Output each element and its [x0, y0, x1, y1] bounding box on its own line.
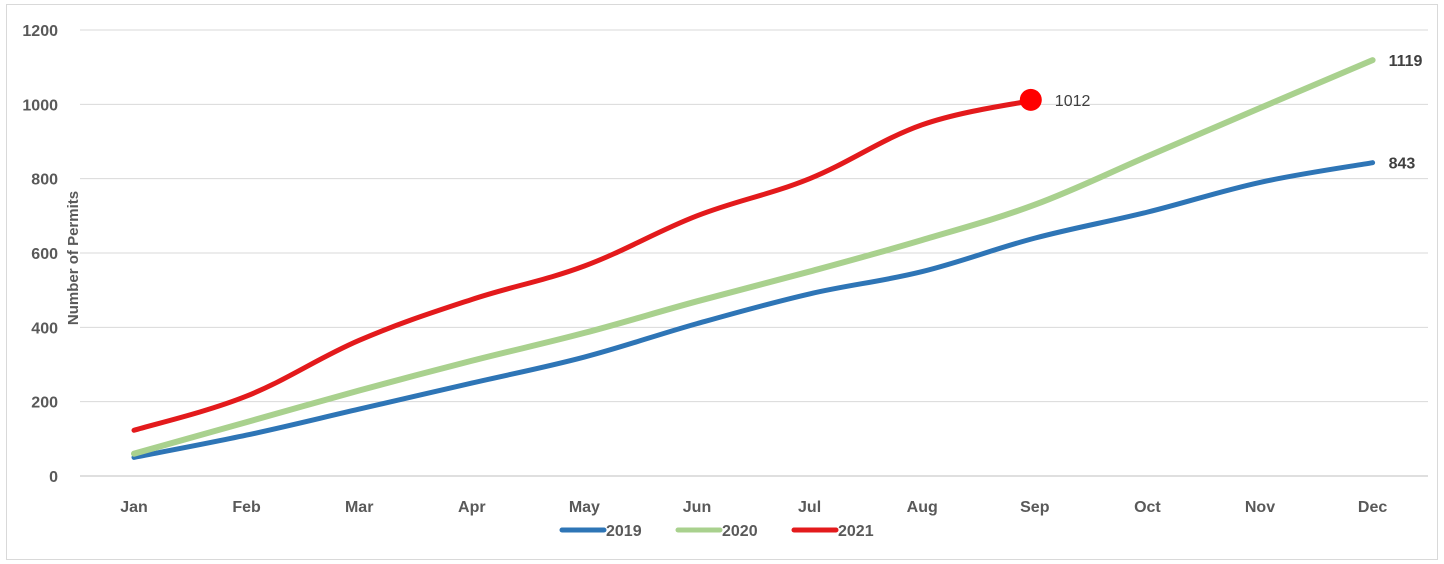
x-tick-label: Feb	[232, 499, 261, 516]
x-tick-label: Sep	[1020, 499, 1050, 516]
y-tick-label: 0	[49, 469, 58, 486]
y-tick-label: 1000	[22, 97, 58, 114]
x-tick-label: Dec	[1358, 499, 1387, 516]
x-tick-label: Apr	[458, 499, 486, 516]
series-line-2020	[131, 57, 1376, 457]
data-label-2019: 843	[1389, 156, 1416, 173]
y-tick-label: 800	[31, 172, 58, 189]
end-marker-2021	[1019, 88, 1042, 111]
x-tick-label: Jul	[798, 499, 821, 516]
x-tick-label: Jan	[120, 499, 148, 516]
y-tick-label: 600	[31, 246, 58, 263]
x-tick-label: Mar	[345, 499, 373, 516]
y-axis-label: Number of Permits	[65, 191, 82, 325]
series-lines	[131, 57, 1376, 460]
data-labels: 843 1119 1012	[1019, 53, 1423, 173]
x-tick-label: Nov	[1245, 499, 1275, 516]
x-axis-ticks: Jan Feb Mar Apr May Jun Jul Aug Sep Oct Nov Dec	[120, 499, 1387, 516]
data-label-2020: 1119	[1389, 53, 1423, 70]
data-label-2021: 1012	[1055, 93, 1091, 110]
gridlines	[80, 29, 1428, 477]
legend-label-2019: 2019	[606, 523, 642, 540]
y-tick-label: 200	[31, 395, 58, 412]
y-tick-label: 1200	[22, 23, 58, 40]
x-tick-label: May	[569, 499, 600, 516]
x-tick-label: Oct	[1134, 499, 1161, 516]
legend: 2019 2020 2021	[559, 523, 874, 540]
x-tick-label: Aug	[907, 499, 938, 516]
x-tick-label: Jun	[683, 499, 711, 516]
series-line-2019	[131, 160, 1376, 460]
legend-label-2021: 2021	[838, 523, 874, 540]
y-axis-ticks: 0 200 400 600 800 1000 1200	[22, 23, 58, 486]
chart-frame	[6, 4, 1438, 560]
series-line-2021	[131, 97, 1038, 433]
legend-label-2020: 2020	[722, 523, 758, 540]
y-tick-label: 400	[31, 320, 58, 337]
